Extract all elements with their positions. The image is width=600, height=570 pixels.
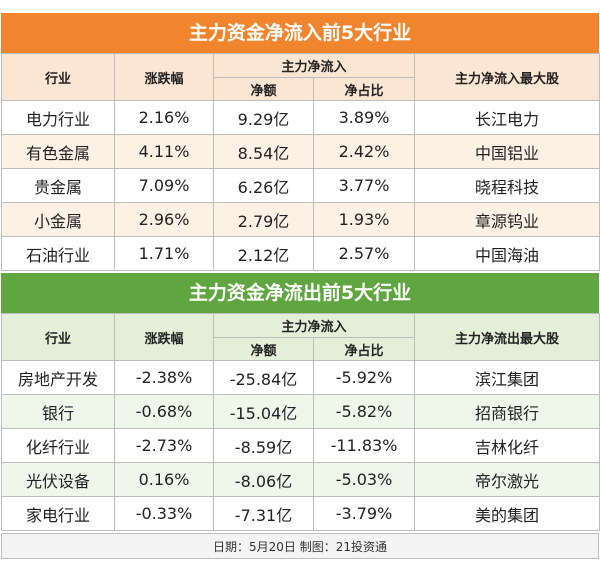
industry-cell: 有色金属 <box>1 134 115 169</box>
table-row: 化纤行业 -2.73% -8.59亿 -11.83% 吉林化纤 <box>1 428 600 463</box>
ratio-cell: -5.03% <box>312 462 416 497</box>
table-row: 石油行业 1.71% 2.12亿 2.57% 中国海油 <box>1 236 600 271</box>
col-header-ratio: 净占比 <box>312 337 416 361</box>
net-cell: 6.26亿 <box>213 168 314 203</box>
stock-cell: 美的集团 <box>414 496 600 531</box>
inflow-title: 主力资金净流入前5大行业 <box>1 13 599 53</box>
table-row: 银行 -0.68% -15.04亿 -5.82% 招商银行 <box>1 394 600 429</box>
footer-caption: 日期：5月20日 制图：21投资通 <box>1 533 599 559</box>
industry-cell: 小金属 <box>1 202 115 237</box>
col-header-main-inflow: 主力净流入 <box>212 313 416 338</box>
change-cell: -2.38% <box>114 360 214 395</box>
ratio-cell: 1.93% <box>312 202 416 237</box>
stock-cell: 吉林化纤 <box>414 428 600 463</box>
industry-cell: 银行 <box>1 394 115 429</box>
net-cell: 9.29亿 <box>213 100 314 135</box>
table-row: 有色金属 4.11% 8.54亿 2.42% 中国铝业 <box>1 134 600 169</box>
stock-cell: 晓程科技 <box>414 168 600 203</box>
ratio-cell: 2.57% <box>312 236 416 271</box>
col-header-net: 净额 <box>213 77 314 101</box>
change-cell: 2.96% <box>114 202 214 237</box>
net-cell: -8.06亿 <box>213 462 314 497</box>
industry-cell: 贵金属 <box>1 168 115 203</box>
net-cell: -8.59亿 <box>213 428 314 463</box>
ratio-cell: 3.89% <box>312 100 416 135</box>
col-header-ratio: 净占比 <box>312 77 416 101</box>
net-cell: -7.31亿 <box>213 496 314 531</box>
col-header-net: 净额 <box>213 337 314 361</box>
stock-cell: 滨江集团 <box>414 360 600 395</box>
outflow-table: 行业 涨跌幅 主力净流入 主力净流出最大股 净额 净占比 房地产开发 -2.38… <box>1 313 600 531</box>
stock-cell: 中国铝业 <box>414 134 600 169</box>
col-header-top-stock: 主力净流出最大股 <box>414 313 600 361</box>
industry-cell: 化纤行业 <box>1 428 115 463</box>
outflow-title: 主力资金净流出前5大行业 <box>1 273 599 313</box>
stock-cell: 长江电力 <box>414 100 600 135</box>
col-header-change: 涨跌幅 <box>114 313 214 361</box>
col-header-industry: 行业 <box>1 313 115 361</box>
industry-cell: 光伏设备 <box>1 462 115 497</box>
table-row: 电力行业 2.16% 9.29亿 3.89% 长江电力 <box>1 100 600 135</box>
stock-cell: 章源钨业 <box>414 202 600 237</box>
net-cell: -15.04亿 <box>213 394 314 429</box>
col-header-main-inflow: 主力净流入 <box>212 53 416 78</box>
change-cell: -0.68% <box>114 394 214 429</box>
col-header-industry: 行业 <box>1 53 115 101</box>
ratio-cell: 2.42% <box>312 134 416 169</box>
industry-cell: 房地产开发 <box>1 360 115 395</box>
change-cell: -0.33% <box>114 496 214 531</box>
net-cell: 2.12亿 <box>213 236 314 271</box>
col-header-change: 涨跌幅 <box>114 53 214 101</box>
change-cell: 7.09% <box>114 168 214 203</box>
table-row: 家电行业 -0.33% -7.31亿 -3.79% 美的集团 <box>1 496 600 531</box>
ratio-cell: -5.92% <box>312 360 416 395</box>
industry-cell: 电力行业 <box>1 100 115 135</box>
table-row: 光伏设备 0.16% -8.06亿 -5.03% 帝尔激光 <box>1 462 600 497</box>
ratio-cell: -11.83% <box>312 428 416 463</box>
change-cell: 1.71% <box>114 236 214 271</box>
stock-cell: 中国海油 <box>414 236 600 271</box>
change-cell: 4.11% <box>114 134 214 169</box>
ratio-cell: -3.79% <box>312 496 416 531</box>
table-row: 小金属 2.96% 2.79亿 1.93% 章源钨业 <box>1 202 600 237</box>
stock-cell: 帝尔激光 <box>414 462 600 497</box>
industry-cell: 石油行业 <box>1 236 115 271</box>
ratio-cell: 3.77% <box>312 168 416 203</box>
change-cell: 2.16% <box>114 100 214 135</box>
ratio-cell: -5.82% <box>312 394 416 429</box>
table-row: 贵金属 7.09% 6.26亿 3.77% 晓程科技 <box>1 168 600 203</box>
net-cell: -25.84亿 <box>213 360 314 395</box>
table-row: 房地产开发 -2.38% -25.84亿 -5.92% 滨江集团 <box>1 360 600 395</box>
change-cell: 0.16% <box>114 462 214 497</box>
net-cell: 8.54亿 <box>213 134 314 169</box>
net-cell: 2.79亿 <box>213 202 314 237</box>
inflow-table: 行业 涨跌幅 主力净流入 主力净流入最大股 净额 净占比 电力行业 2.16% … <box>1 53 600 271</box>
col-header-top-stock: 主力净流入最大股 <box>414 53 600 101</box>
stock-cell: 招商银行 <box>414 394 600 429</box>
industry-cell: 家电行业 <box>1 496 115 531</box>
change-cell: -2.73% <box>114 428 214 463</box>
